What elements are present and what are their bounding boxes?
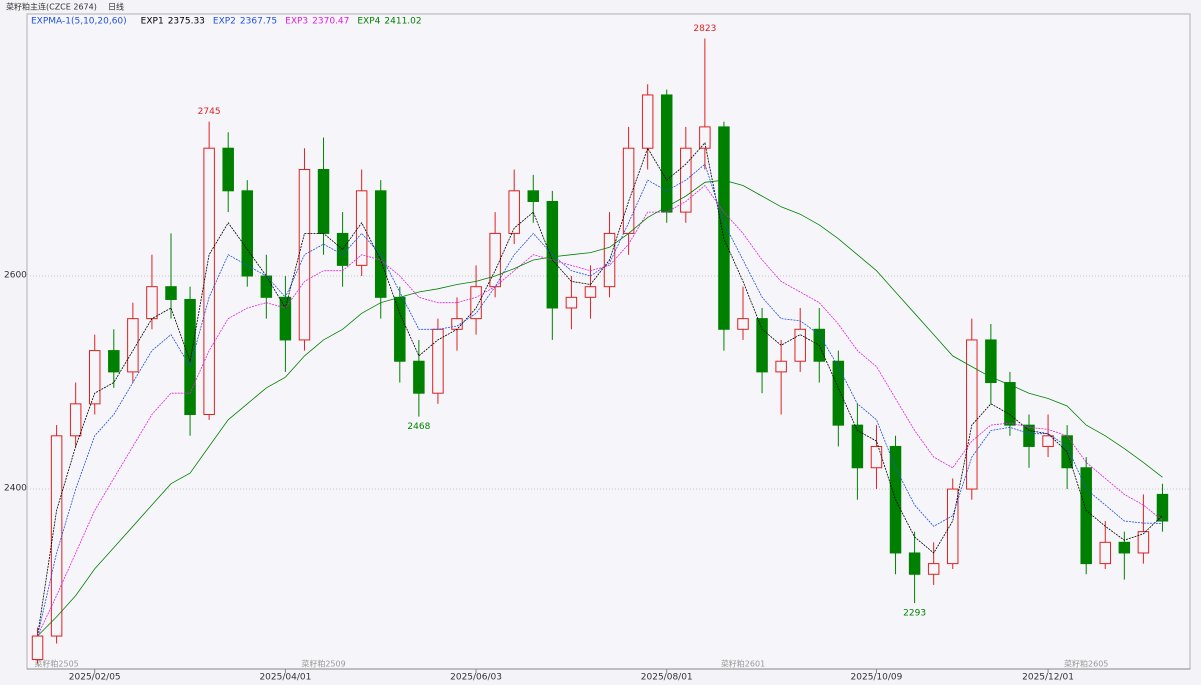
x-tick-label: 2025/02/05	[69, 673, 121, 683]
candle-body	[279, 296, 292, 341]
candle-body	[794, 328, 806, 362]
ema-line	[37, 179, 1163, 637]
legend-value: 2367.75	[240, 17, 277, 27]
period[interactable]: 日线	[108, 2, 124, 12]
candle-body	[756, 318, 768, 373]
candle-body	[394, 296, 406, 362]
x-tick-label: 2025/08/01	[641, 673, 693, 683]
candle-body	[1004, 382, 1016, 426]
candle-body	[69, 403, 82, 437]
candle-body	[260, 275, 273, 298]
candle-body	[927, 563, 940, 575]
x-tick-label: 2025/10/09	[851, 673, 903, 683]
candle-body	[146, 286, 158, 320]
candle-body	[1080, 467, 1092, 565]
candle-body	[184, 298, 196, 415]
candle-body	[775, 360, 787, 373]
legend-value: 2411.02	[384, 17, 421, 27]
candle-body	[1137, 531, 1150, 554]
candle-body	[31, 635, 44, 660]
candle-body	[470, 286, 482, 320]
chart-title: 菜籽粕主连(CZCE 2674)	[6, 2, 97, 12]
legend-name: EXP1	[141, 17, 164, 27]
x-tick-label: 2025/06/03	[450, 673, 502, 683]
candle-body	[127, 318, 139, 373]
candle-body	[908, 552, 921, 575]
candle-body	[1118, 541, 1131, 554]
y-tick-label: 2600	[4, 271, 27, 281]
candle-body	[298, 169, 311, 341]
x-tick-label: 2025/04/01	[259, 673, 311, 683]
candle-body	[374, 190, 387, 298]
contract-label: 菜籽粕2509	[301, 659, 345, 669]
extreme-label: 2745	[198, 107, 221, 117]
candle-body	[565, 296, 578, 309]
candle-body	[870, 445, 883, 469]
candle-body	[985, 339, 997, 384]
candle-body	[851, 424, 864, 469]
ema-line	[37, 142, 1163, 637]
candle-body	[966, 339, 978, 490]
candle-body	[660, 94, 673, 213]
legend-name: EXP3	[285, 17, 308, 27]
candle-body	[317, 169, 330, 234]
candle-body	[832, 360, 845, 426]
candle-body	[108, 350, 120, 373]
candle-body	[508, 190, 520, 234]
legend-value: 2370.47	[312, 17, 349, 27]
candle-body	[1099, 541, 1112, 565]
legend-name: EXP4	[357, 17, 380, 27]
candle-body	[203, 147, 215, 415]
candle-body	[584, 286, 597, 298]
candle-body	[413, 360, 425, 394]
contract-label: 菜籽粕2601	[721, 659, 765, 669]
indicator-name[interactable]: EXPMA-1(5,10,20,60)	[31, 17, 127, 27]
candle-body	[527, 190, 540, 202]
ema-line	[37, 163, 1163, 637]
candle-body	[355, 190, 368, 266]
contract-label: 菜籽粕2605	[1064, 659, 1108, 669]
x-tick-label: 2025/12/01	[1022, 673, 1074, 683]
candle-body	[432, 328, 444, 394]
candle-body	[1061, 435, 1073, 469]
extreme-label: 2823	[693, 24, 716, 34]
ema-line	[37, 184, 1163, 637]
candle-body	[737, 318, 749, 330]
candle-body	[718, 126, 730, 330]
candle-body	[699, 126, 711, 149]
y-tick-label: 2400	[4, 484, 27, 494]
extreme-label: 2293	[903, 609, 926, 619]
candle-body	[1023, 424, 1035, 447]
candle-body	[88, 350, 101, 405]
candle-body	[1042, 435, 1054, 447]
legend-value: 2375.33	[168, 17, 205, 27]
candle-body	[165, 286, 177, 300]
candle-body	[1156, 493, 1169, 522]
candle-body	[241, 190, 254, 277]
candle-body	[50, 435, 63, 637]
candle-body	[641, 94, 654, 149]
legend-name: EXP2	[213, 17, 236, 27]
contract-label: 菜籽粕2505	[34, 659, 78, 669]
candle-body	[222, 147, 234, 192]
extreme-label: 2468	[407, 422, 430, 432]
candle-body	[946, 488, 959, 565]
